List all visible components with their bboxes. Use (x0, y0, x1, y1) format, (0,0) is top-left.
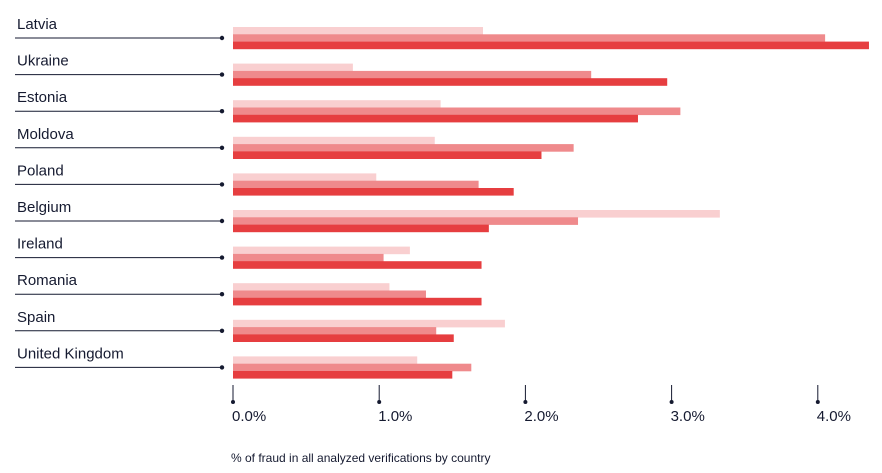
bar (233, 246, 410, 255)
bar (233, 188, 514, 196)
bar (233, 151, 542, 159)
bar (233, 136, 435, 145)
category-row: Latvia (15, 16, 869, 50)
category-label: Spain (17, 309, 55, 326)
category-label: Poland (17, 162, 64, 179)
bar (233, 334, 454, 342)
bar (233, 297, 482, 306)
leader-dot (219, 35, 225, 41)
leader-dot (219, 292, 225, 297)
category-row: Ireland (15, 236, 482, 269)
bar (233, 114, 638, 123)
category-row: Spain (15, 309, 505, 342)
category-label: Romania (17, 272, 78, 289)
category-row: Moldova (15, 126, 574, 159)
category-row: Poland (15, 162, 514, 196)
bar (233, 319, 505, 328)
bar (233, 63, 353, 72)
category-label: Moldova (17, 126, 74, 143)
bar (233, 41, 869, 50)
bar (233, 180, 479, 189)
tick-label: 0.0% (232, 408, 266, 425)
category-label: Estonia (17, 89, 68, 106)
tick-dot (377, 400, 382, 404)
bar (233, 224, 489, 233)
leader-dot (219, 328, 225, 333)
category-row: Romania (15, 272, 482, 306)
bar (233, 290, 426, 299)
bar (233, 371, 453, 379)
bar (233, 363, 472, 372)
category-row: Ukraine (15, 53, 668, 86)
leader-dot (219, 72, 225, 77)
tick-dot (523, 400, 528, 404)
bar (233, 261, 482, 269)
bar (233, 327, 437, 335)
leader-dot (219, 145, 225, 150)
bar (233, 173, 377, 181)
bar (233, 253, 384, 262)
category-label: United Kingdom (17, 345, 124, 362)
bar (233, 217, 579, 225)
bar (233, 356, 418, 364)
tick-dot (815, 400, 820, 404)
leader-dot (219, 109, 225, 114)
category-row: United Kingdom (15, 345, 472, 379)
bar (233, 210, 720, 218)
tick-dot (669, 400, 674, 404)
tick-label: 4.0% (817, 408, 851, 425)
leader-dot (219, 218, 225, 224)
tick-label: 2.0% (524, 408, 558, 425)
tick-label: 3.0% (671, 408, 705, 425)
tick-dot (231, 400, 235, 404)
category-label: Ukraine (17, 53, 69, 70)
leader-dot (219, 182, 225, 187)
bar (233, 78, 668, 86)
bar (233, 283, 390, 291)
bar (233, 70, 592, 79)
x-axis-label: % of fraud in all analyzed verifications… (231, 451, 490, 465)
bar (233, 27, 484, 35)
category-row: Estonia (15, 89, 681, 123)
bar (233, 107, 681, 116)
category-label: Belgium (17, 199, 71, 216)
bar (233, 34, 826, 42)
tick-label: 1.0% (378, 408, 412, 425)
leader-dot (219, 255, 225, 260)
category-label: Ireland (17, 236, 63, 253)
bar (233, 100, 441, 108)
category-row: Belgium (15, 199, 720, 233)
category-label: Latvia (17, 16, 58, 33)
leader-dot (219, 365, 225, 370)
bar (233, 144, 574, 152)
